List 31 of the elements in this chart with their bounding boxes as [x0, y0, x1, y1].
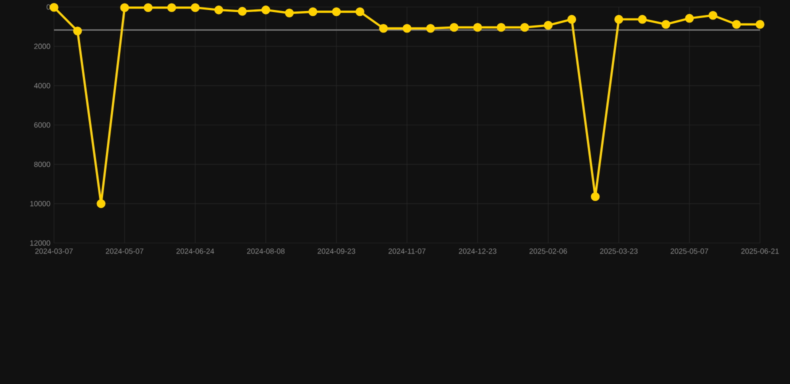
point — [308, 7, 318, 16]
point — [473, 22, 482, 32]
point — [284, 8, 294, 18]
point — [614, 14, 624, 24]
point — [426, 24, 435, 33]
point — [567, 14, 576, 24]
point — [544, 20, 553, 30]
point — [450, 22, 458, 32]
point — [73, 26, 82, 36]
point — [520, 22, 530, 32]
point — [238, 6, 247, 16]
point — [496, 22, 506, 32]
point — [261, 6, 270, 14]
point — [190, 3, 200, 12]
point — [685, 14, 694, 23]
point — [638, 14, 647, 24]
point — [708, 10, 718, 20]
point — [356, 7, 364, 16]
point — [167, 3, 176, 12]
point — [402, 24, 412, 33]
point — [590, 192, 600, 201]
point — [661, 20, 670, 29]
point — [96, 199, 106, 208]
point — [120, 3, 130, 12]
point — [214, 6, 224, 14]
point — [732, 20, 741, 29]
point — [379, 24, 388, 33]
point — [144, 3, 153, 12]
point — [756, 20, 764, 29]
point — [332, 7, 341, 16]
point — [50, 2, 58, 12]
